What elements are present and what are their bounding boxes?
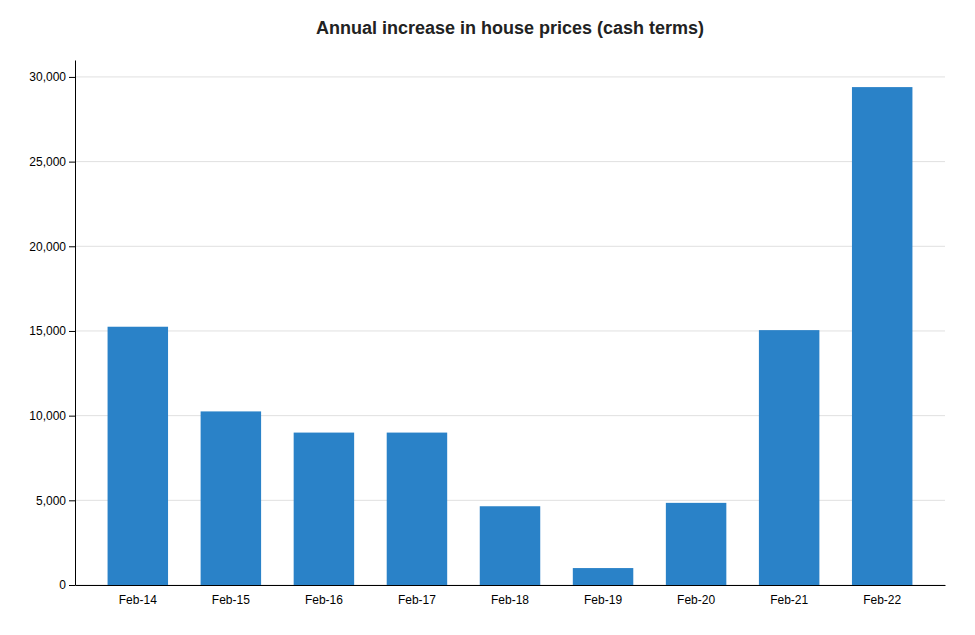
x-tick-label: Feb-19 bbox=[584, 593, 622, 607]
chart-container: 0 5,000 10,000 15,000 20,000 25,000 30,000 Feb-… bbox=[0, 0, 975, 635]
bars bbox=[108, 87, 913, 585]
y-axis-line bbox=[75, 61, 76, 586]
y-tick-label: 30,000 bbox=[29, 70, 66, 84]
y-tick: 15,000 bbox=[29, 324, 75, 338]
bar bbox=[573, 568, 633, 585]
chart: 0 5,000 10,000 15,000 20,000 25,000 30,000 Feb-… bbox=[0, 0, 975, 635]
bar bbox=[480, 506, 540, 585]
x-tick-label: Feb-22 bbox=[863, 593, 901, 607]
y-tick: 20,000 bbox=[29, 240, 75, 254]
y-tick-mark bbox=[69, 162, 75, 163]
y-tick-mark bbox=[69, 246, 75, 247]
y-tick-label: 0 bbox=[59, 578, 66, 592]
x-tick-label: Feb-15 bbox=[212, 593, 250, 607]
bar bbox=[294, 433, 354, 585]
y-tick-label: 25,000 bbox=[29, 155, 66, 169]
y-tick: 10,000 bbox=[29, 409, 75, 423]
x-tick-label: Feb-14 bbox=[119, 593, 157, 607]
grid-line bbox=[75, 161, 945, 162]
y-tick: 25,000 bbox=[29, 155, 75, 169]
bar bbox=[852, 87, 912, 585]
x-tick: Feb-17 bbox=[398, 593, 436, 607]
x-tick-label: Feb-21 bbox=[770, 593, 808, 607]
x-tick: Feb-14 bbox=[119, 593, 157, 607]
y-tick-label: 20,000 bbox=[29, 240, 66, 254]
grid-line bbox=[75, 246, 945, 247]
grid bbox=[75, 77, 945, 585]
y-tick: 5,000 bbox=[36, 494, 75, 508]
y-tick-label: 15,000 bbox=[29, 324, 66, 338]
grid-line bbox=[75, 76, 945, 77]
bar bbox=[201, 411, 261, 585]
x-axis-line bbox=[76, 585, 946, 586]
x-tick: Feb-22 bbox=[863, 593, 901, 607]
x-tick: Feb-21 bbox=[770, 593, 808, 607]
y-tick-mark bbox=[69, 416, 75, 417]
x-tick: Feb-19 bbox=[584, 593, 622, 607]
y-tick-mark bbox=[69, 77, 75, 78]
x-axis: Feb-14 Feb-15 Feb-16 Feb-17 Feb-18 Feb-19 Feb-… bbox=[76, 586, 946, 607]
x-tick-label: Feb-17 bbox=[398, 593, 436, 607]
y-tick-mark bbox=[69, 331, 75, 332]
y-tick: 0 bbox=[59, 578, 75, 592]
y-tick-mark bbox=[69, 585, 75, 586]
x-tick-label: Feb-16 bbox=[305, 593, 343, 607]
plot: 0 5,000 10,000 15,000 20,000 25,000 30,000 Feb-… bbox=[29, 61, 945, 607]
x-tick: Feb-15 bbox=[212, 593, 250, 607]
title: Annual increase in house prices (cash te… bbox=[316, 18, 704, 38]
x-tick-label: Feb-18 bbox=[491, 593, 529, 607]
bar bbox=[759, 330, 819, 585]
y-tick-label: 10,000 bbox=[29, 409, 66, 423]
x-tick-label: Feb-20 bbox=[677, 593, 715, 607]
x-tick: Feb-20 bbox=[677, 593, 715, 607]
y-tick: 30,000 bbox=[29, 70, 75, 84]
bar bbox=[666, 503, 726, 585]
x-tick: Feb-16 bbox=[305, 593, 343, 607]
x-tick: Feb-18 bbox=[491, 593, 529, 607]
y-axis: 0 5,000 10,000 15,000 20,000 25,000 30,000 bbox=[29, 61, 75, 593]
y-tick-mark bbox=[69, 500, 75, 501]
bar bbox=[387, 433, 447, 585]
y-tick-label: 5,000 bbox=[36, 494, 66, 508]
bar bbox=[108, 327, 168, 585]
